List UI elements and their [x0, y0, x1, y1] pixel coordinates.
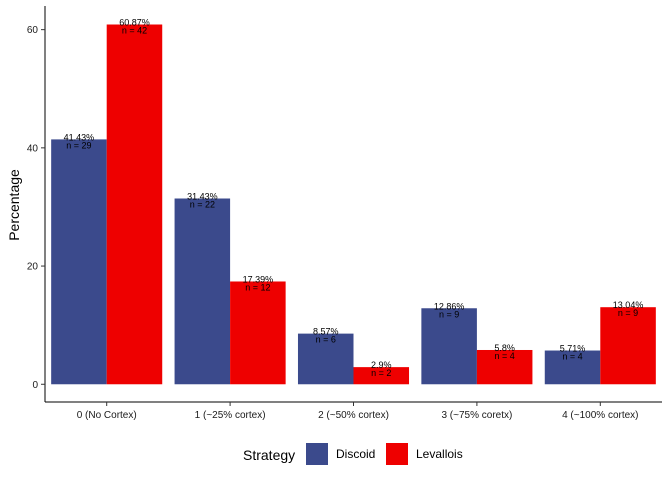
- bar-discoid: [174, 198, 231, 385]
- x-ticks: 0 (No Cortex) 1 (~25% cortex) 2 (~50% cort…: [77, 402, 639, 421]
- x-tick-label: 2 (~50% cortex): [318, 410, 389, 421]
- bar-levallois: [230, 281, 286, 385]
- legend-swatch-discoid: [306, 443, 328, 465]
- bar-discoid: [51, 139, 107, 385]
- y-tick-label: 0: [32, 380, 38, 391]
- percent-label: 5.8%: [494, 343, 515, 353]
- legend-label-discoid: Discoid: [336, 447, 375, 461]
- bar-levallois: [106, 24, 163, 385]
- count-label: n = 42: [122, 25, 147, 35]
- count-label: n = 6: [316, 335, 336, 345]
- x-tick-label: 0 (No Cortex): [77, 410, 137, 421]
- count-label: n = 2: [371, 368, 391, 378]
- count-label: n = 4: [562, 352, 582, 362]
- x-tick-label: 1 (~25% cortex): [195, 410, 266, 421]
- bar-discoid: [421, 308, 477, 385]
- bar-discoid: [544, 350, 601, 385]
- y-tick-label: 20: [27, 262, 39, 273]
- legend-title: Strategy: [243, 447, 295, 463]
- y-tick-label: 60: [27, 25, 39, 36]
- bar-levallois: [353, 367, 410, 385]
- count-label: n = 12: [245, 282, 270, 292]
- count-label: n = 9: [439, 309, 459, 319]
- legend: Strategy Discoid Levallois: [243, 443, 463, 465]
- y-tick-label: 40: [27, 143, 39, 154]
- percent-label: 12.86%: [434, 301, 465, 311]
- y-axis-title: Percentage: [6, 169, 22, 241]
- percent-label: 8.57%: [313, 327, 339, 337]
- bars: [51, 24, 656, 385]
- count-label: n = 9: [618, 308, 638, 318]
- legend-label-levallois: Levallois: [416, 447, 463, 461]
- count-label: n = 29: [66, 140, 91, 150]
- x-tick-label: 4 (~100% cortex): [562, 410, 638, 421]
- y-ticks: 0 20 40 60: [27, 25, 45, 391]
- x-tick-label: 3 (~75% coretx): [441, 410, 512, 421]
- percent-label: 31.43%: [187, 192, 218, 202]
- percent-label: 13.04%: [613, 300, 644, 310]
- bar-levallois: [600, 307, 656, 385]
- bar-discoid: [297, 333, 354, 385]
- percent-label: 60.87%: [119, 17, 150, 27]
- percent-label: 41.43%: [64, 132, 95, 142]
- legend-swatch-levallois: [386, 443, 408, 465]
- bar-levallois: [476, 349, 533, 385]
- data-labels: 41.43%n = 29 60.87%n = 42 31.43%n = 22 17.3…: [64, 17, 644, 378]
- count-label: n = 22: [190, 200, 215, 210]
- percent-label: 5.71%: [560, 344, 586, 354]
- count-label: n = 4: [495, 351, 515, 361]
- percent-label: 2.9%: [371, 360, 392, 370]
- percent-label: 17.39%: [243, 274, 274, 284]
